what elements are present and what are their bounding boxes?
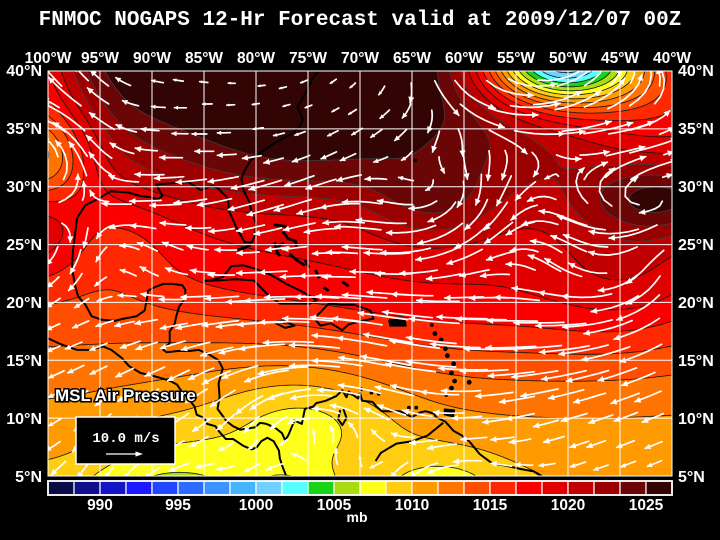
svg-text:45°W: 45°W [601, 50, 639, 67]
svg-text:30°N: 30°N [678, 179, 714, 196]
svg-text:90°W: 90°W [133, 50, 171, 67]
svg-text:10.0 m/s: 10.0 m/s [92, 431, 159, 447]
svg-text:1000: 1000 [239, 497, 273, 514]
svg-text:20°N: 20°N [678, 295, 714, 312]
svg-text:25°N: 25°N [678, 237, 714, 254]
svg-text:5°N: 5°N [15, 469, 42, 486]
svg-text:mb: mb [347, 509, 368, 525]
svg-text:1010: 1010 [395, 497, 429, 514]
svg-text:70°W: 70°W [341, 50, 379, 67]
svg-text:35°N: 35°N [678, 121, 714, 138]
svg-text:1020: 1020 [551, 497, 585, 514]
svg-text:35°N: 35°N [6, 121, 42, 138]
svg-text:5°N: 5°N [678, 469, 705, 486]
svg-text:990: 990 [87, 497, 113, 514]
svg-text:40°N: 40°N [6, 63, 42, 80]
svg-text:20°N: 20°N [6, 295, 42, 312]
svg-text:100°W: 100°W [25, 50, 72, 67]
svg-text:1005: 1005 [317, 497, 352, 514]
svg-text:15°N: 15°N [678, 353, 714, 370]
svg-text:40°N: 40°N [678, 63, 714, 80]
svg-text:95°W: 95°W [81, 50, 119, 67]
svg-text:85°W: 85°W [185, 50, 223, 67]
svg-text:MSL Air Pressure: MSL Air Pressure [55, 386, 196, 405]
svg-text:80°W: 80°W [237, 50, 275, 67]
svg-text:75°W: 75°W [289, 50, 327, 67]
svg-text:1015: 1015 [473, 497, 508, 514]
svg-text:10°N: 10°N [678, 411, 714, 428]
svg-text:30°N: 30°N [6, 179, 42, 196]
svg-text:40°W: 40°W [653, 50, 691, 67]
svg-text:50°W: 50°W [549, 50, 587, 67]
svg-text:15°N: 15°N [6, 353, 42, 370]
svg-text:55°W: 55°W [497, 50, 535, 67]
svg-text:995: 995 [165, 497, 191, 514]
svg-text:1025: 1025 [629, 497, 664, 514]
svg-text:60°W: 60°W [445, 50, 483, 67]
svg-text:FNMOC NOGAPS 12-Hr Forecast va: FNMOC NOGAPS 12-Hr Forecast valid at 200… [39, 9, 682, 32]
svg-text:25°N: 25°N [6, 237, 42, 254]
svg-text:10°N: 10°N [6, 411, 42, 428]
svg-text:65°W: 65°W [393, 50, 431, 67]
